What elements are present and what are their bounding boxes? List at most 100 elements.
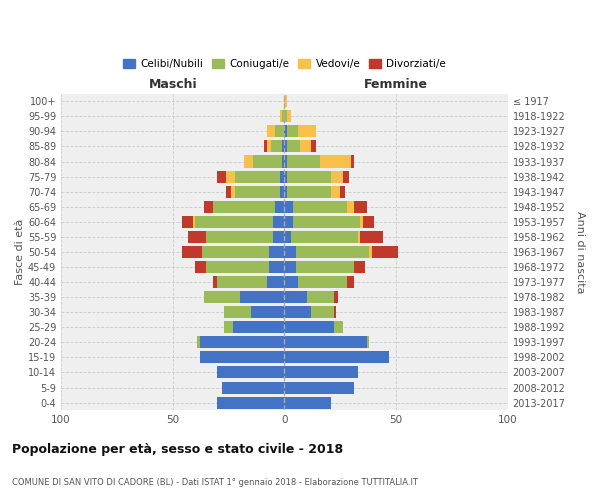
Bar <box>217 366 284 378</box>
Bar <box>284 321 343 334</box>
Bar <box>284 261 365 273</box>
Bar <box>284 352 389 364</box>
Bar <box>280 110 284 122</box>
Bar <box>284 396 331 408</box>
Bar <box>284 140 287 152</box>
Bar <box>284 382 353 394</box>
Bar <box>284 186 331 198</box>
Bar <box>266 276 284 288</box>
Bar <box>188 231 284 243</box>
Bar <box>284 276 347 288</box>
Bar <box>224 306 284 318</box>
Bar <box>224 306 284 318</box>
Bar <box>284 366 358 378</box>
Bar <box>284 291 334 303</box>
Bar <box>284 170 343 182</box>
Bar <box>204 291 284 303</box>
Bar <box>280 110 284 122</box>
Bar <box>200 336 284 348</box>
Bar <box>202 246 284 258</box>
Bar <box>284 261 296 273</box>
Bar <box>273 216 284 228</box>
Bar <box>244 156 284 168</box>
Bar <box>284 216 362 228</box>
Bar <box>284 276 353 288</box>
Bar <box>284 382 353 394</box>
Bar <box>213 200 284 212</box>
Bar <box>284 306 334 318</box>
Bar <box>284 126 287 138</box>
Bar <box>282 156 284 168</box>
Bar <box>284 306 311 318</box>
Bar <box>284 352 389 364</box>
Bar <box>197 336 284 348</box>
Bar <box>217 396 284 408</box>
Bar <box>284 246 371 258</box>
Bar <box>273 231 284 243</box>
Bar <box>284 156 352 168</box>
Bar <box>284 382 353 394</box>
Bar <box>202 246 284 258</box>
Bar <box>182 246 284 258</box>
Bar <box>284 246 370 258</box>
Bar <box>284 276 347 288</box>
Bar <box>284 261 353 273</box>
Bar <box>213 200 284 212</box>
Bar <box>284 156 320 168</box>
Bar <box>240 291 284 303</box>
Bar <box>280 170 284 182</box>
Bar <box>282 140 284 152</box>
Bar <box>266 126 284 138</box>
Bar <box>284 170 331 182</box>
Bar <box>284 216 361 228</box>
Bar <box>284 200 293 212</box>
Bar <box>275 126 284 138</box>
Bar <box>217 366 284 378</box>
Bar <box>253 156 284 168</box>
Bar <box>284 336 370 348</box>
Bar <box>269 246 284 258</box>
Bar <box>284 126 316 138</box>
Bar <box>224 306 284 318</box>
Bar <box>284 321 343 334</box>
Bar <box>284 156 353 168</box>
Bar <box>284 321 343 334</box>
Bar <box>284 261 353 273</box>
Bar <box>284 126 298 138</box>
Bar <box>284 336 370 348</box>
Bar <box>222 382 284 394</box>
Bar <box>284 336 370 348</box>
Bar <box>284 366 358 378</box>
Bar <box>193 216 284 228</box>
Bar <box>284 306 336 318</box>
Text: COMUNE DI SAN VITO DI CADORE (BL) - Dati ISTAT 1° gennaio 2018 - Elaborazione TU: COMUNE DI SAN VITO DI CADORE (BL) - Dati… <box>12 478 418 487</box>
Bar <box>195 216 284 228</box>
Bar <box>284 186 340 198</box>
Bar <box>284 396 331 408</box>
Bar <box>195 261 284 273</box>
Bar <box>284 336 367 348</box>
Bar <box>284 170 349 182</box>
Bar <box>284 200 353 212</box>
Bar <box>284 231 291 243</box>
Bar <box>284 231 361 243</box>
Bar <box>284 110 291 122</box>
Text: Popolazione per età, sesso e stato civile - 2018: Popolazione per età, sesso e stato civil… <box>12 442 343 456</box>
Bar <box>197 336 284 348</box>
Bar <box>224 321 284 334</box>
Bar <box>284 246 398 258</box>
Bar <box>284 200 367 212</box>
Bar <box>265 140 284 152</box>
Bar <box>204 200 284 212</box>
Bar <box>284 186 345 198</box>
Bar <box>284 186 287 198</box>
Bar <box>284 291 307 303</box>
Bar <box>213 276 284 288</box>
Bar <box>217 396 284 408</box>
Bar <box>282 110 284 122</box>
Bar <box>284 246 296 258</box>
Bar <box>269 261 284 273</box>
Bar <box>251 306 284 318</box>
Bar <box>266 140 284 152</box>
Bar <box>280 186 284 198</box>
